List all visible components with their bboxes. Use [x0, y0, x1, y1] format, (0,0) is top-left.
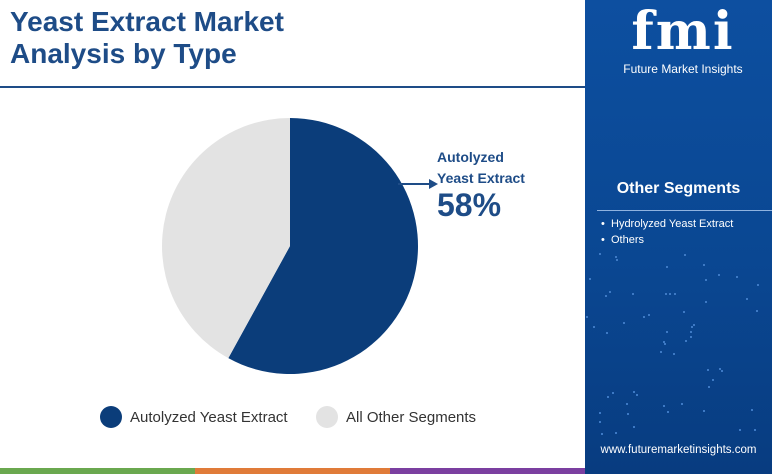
panel-speck: [607, 396, 609, 398]
panel-speck: [708, 386, 710, 388]
logo-mark: fmi: [631, 1, 735, 62]
panel-speck: [589, 278, 591, 280]
panel-speck: [666, 266, 668, 268]
bottom-bar-purple: [390, 468, 585, 474]
panel-speck: [599, 421, 601, 423]
fmi-logo: fmi Future Market Insights: [613, 4, 753, 78]
panel-speck: [666, 331, 668, 333]
pie-slice-other: [161, 118, 290, 359]
panel-speck: [690, 336, 692, 338]
panel-speck: [615, 256, 617, 258]
panel-speck: [683, 311, 685, 313]
panel-speck: [721, 370, 723, 372]
segment-item-label: Hydrolyzed Yeast Extract: [611, 218, 734, 230]
segment-item-label: Others: [611, 234, 645, 246]
panel-speck: [681, 403, 683, 405]
bullet-icon: •: [601, 218, 605, 230]
panel-speck: [693, 324, 695, 326]
title-divider: [0, 86, 585, 88]
callout-label-line1: Autolyzed: [437, 149, 504, 165]
panel-speck: [712, 379, 714, 381]
panel-speck: [599, 253, 601, 255]
panel-speck: [616, 259, 618, 261]
bottom-bar-green: [0, 468, 195, 474]
panel-speck: [663, 341, 665, 343]
panel-speck: [660, 351, 662, 353]
panel-speck: [707, 369, 709, 371]
panel-speck: [626, 403, 628, 405]
callout-label-line2: Yeast Extract: [437, 170, 525, 186]
segment-item: • Others: [601, 232, 733, 248]
panel-speck: [674, 293, 676, 295]
panel-speck: [665, 293, 667, 295]
bullet-icon: •: [601, 234, 605, 246]
legend-item-autolyzed: Autolyzed Yeast Extract: [100, 404, 288, 430]
panel-speck: [615, 432, 617, 434]
panel-speck: [606, 332, 608, 334]
legend-swatch-other: [316, 406, 338, 428]
panel-speck: [736, 276, 738, 278]
segment-item: • Hydrolyzed Yeast Extract: [601, 216, 733, 232]
panel-speck: [612, 392, 614, 394]
panel-speck: [623, 322, 625, 324]
panel-speck: [609, 291, 611, 293]
panel-speck: [664, 343, 666, 345]
panel-speck: [643, 316, 645, 318]
legend-label-autolyzed: Autolyzed Yeast Extract: [130, 408, 288, 426]
panel-speck: [669, 293, 671, 295]
panel-speck: [751, 409, 753, 411]
pie-slice-autolyzed: [228, 118, 418, 374]
callout-value: 58%: [437, 187, 501, 223]
panel-speck: [599, 412, 601, 414]
panel-speck: [632, 293, 634, 295]
panel-speck: [757, 284, 759, 286]
pie-chart: Autolyzed Yeast Extract 58%: [161, 118, 525, 374]
legend-swatch-autolyzed: [100, 406, 122, 428]
panel-speck: [705, 301, 707, 303]
panel-speck: [593, 326, 595, 328]
other-segments-heading: Other Segments: [616, 180, 741, 197]
bottom-bar-orange: [195, 468, 390, 474]
panel-speck: [648, 314, 650, 316]
panel-speck: [690, 331, 692, 333]
panel-speck: [633, 391, 635, 393]
panel-speck: [636, 394, 638, 396]
panel-speck: [756, 310, 758, 312]
panel-speck: [627, 413, 629, 415]
other-segments-divider: [597, 210, 772, 211]
panel-speck: [633, 426, 635, 428]
panel-speck: [673, 353, 675, 355]
panel-speck: [703, 264, 705, 266]
callout-arrow-head: [429, 179, 438, 189]
legend-label-other: All Other Segments: [346, 408, 477, 426]
other-segments-list: • Hydrolyzed Yeast Extract • Others: [601, 216, 733, 248]
legend-item-other: All Other Segments: [316, 404, 476, 430]
panel-speck: [746, 298, 748, 300]
bottom-color-bar: [0, 468, 585, 474]
panel-speck: [719, 368, 721, 370]
panel-speck: [718, 274, 720, 276]
panel-speck: [605, 295, 607, 297]
panel-speck: [705, 279, 707, 281]
panel-speck: [739, 429, 741, 431]
panel-speck: [667, 411, 669, 413]
logo-caption: Future Market Insights: [623, 62, 743, 76]
panel-speck: [754, 429, 756, 431]
side-panel: fmi Future Market Insights Other Segment…: [585, 0, 772, 474]
panel-speck: [691, 326, 693, 328]
panel-speck: [684, 254, 686, 256]
panel-speck: [703, 410, 705, 412]
website-link[interactable]: www.futuremarketinsights.com: [600, 444, 757, 456]
panel-speck: [685, 340, 687, 342]
panel-speck: [663, 405, 665, 407]
panel-speck: [601, 433, 603, 435]
panel-speck: [586, 316, 588, 318]
page-title: Yeast Extract Market Analysis by Type: [10, 6, 284, 69]
